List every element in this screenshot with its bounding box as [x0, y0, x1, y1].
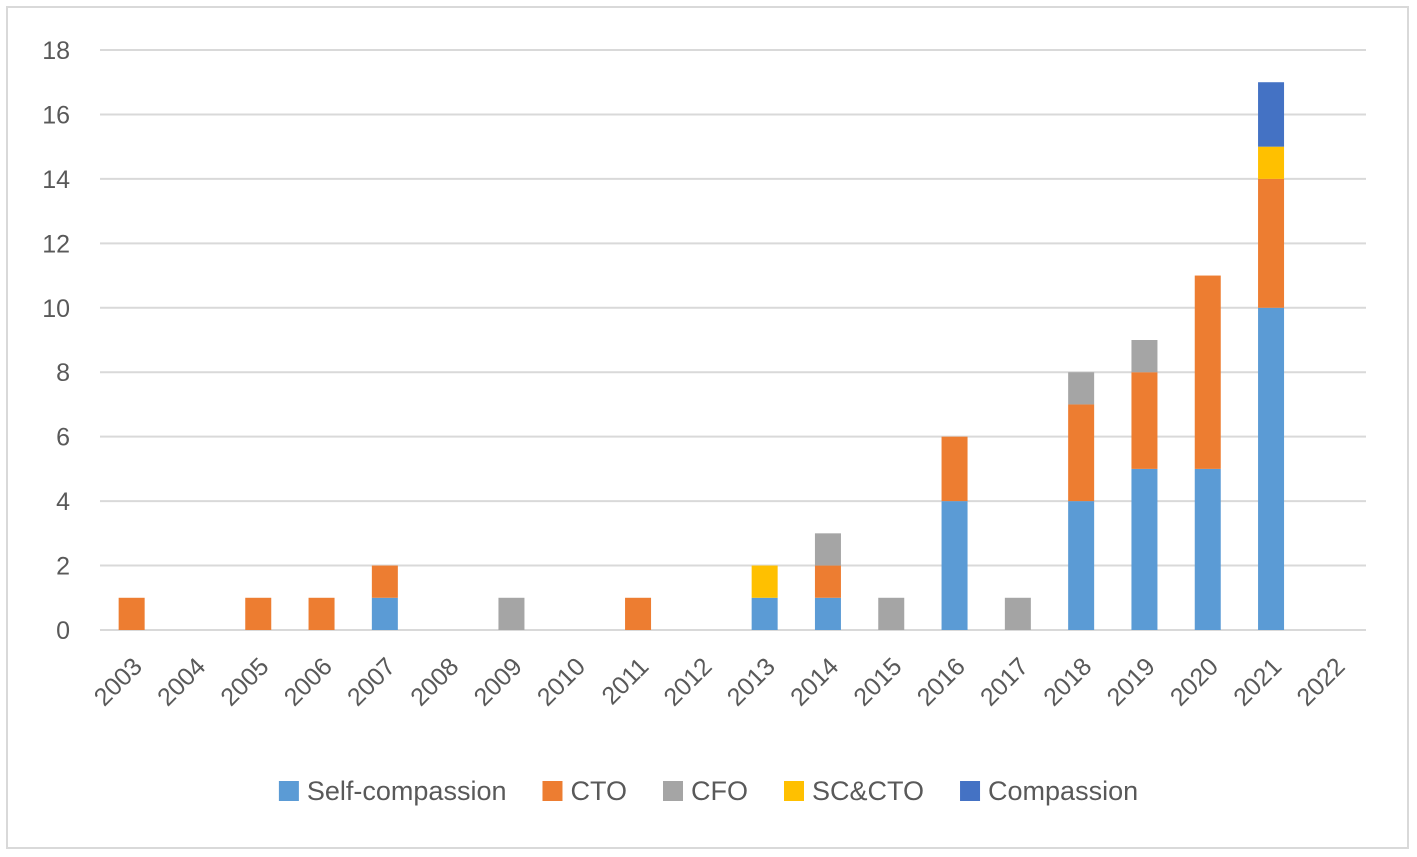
legend-item-cto: CTO [542, 776, 627, 806]
bar-segment-cto-2016 [941, 436, 968, 502]
bar-segment-self-compassion-2020 [1194, 468, 1221, 630]
x-tick-label: 2003 [89, 652, 148, 711]
legend-item-compassion: Compassion [960, 776, 1138, 806]
x-tick-label: 2022 [1291, 652, 1350, 711]
legend-item-cfo: CFO [663, 776, 748, 806]
bar-segment-self-compassion-2013 [751, 597, 778, 630]
bar-segment-self-compassion-2021 [1258, 307, 1285, 630]
x-tick-label: 2021 [1228, 652, 1287, 711]
x-tick-label: 2012 [658, 652, 717, 711]
bar-segment-cto-2011 [625, 597, 652, 630]
bar-segment-cto-2005 [245, 597, 272, 630]
legend-item-self-compassion: Self-compassion [278, 776, 507, 806]
x-tick-label: 2015 [848, 652, 907, 711]
x-axis-ticks: 2003 2004 2005 2006 2007 2008 2009 2010 2011 2012… [89, 652, 1351, 711]
y-tick-label: 8 [56, 359, 70, 387]
bar-segment-cfo-2017 [1004, 597, 1031, 630]
x-tick-label: 2006 [279, 652, 338, 711]
bar-segment-cto-2019 [1131, 372, 1158, 469]
gridlines [100, 49, 1366, 631]
legend-swatch [542, 781, 563, 801]
y-tick-label: 4 [56, 488, 70, 516]
legend-label: CFO [691, 776, 748, 806]
bar-segment-self-compassion-2016 [941, 501, 968, 630]
bar-segment-compassion-2021 [1258, 82, 1285, 147]
y-tick-label: 2 [56, 553, 70, 581]
x-tick-label: 2017 [975, 652, 1034, 711]
bar-segment-self-compassion-2018 [1068, 501, 1095, 630]
bar-segment-cto-2003 [118, 597, 145, 630]
bar-segment-cto-2014 [814, 565, 841, 598]
legend-label: Self-compassion [307, 776, 507, 806]
x-tick-label: 2004 [152, 652, 211, 711]
x-tick-label: 2011 [596, 652, 654, 710]
bar-segment-cfo-2009 [498, 597, 525, 630]
x-tick-label: 2014 [785, 652, 844, 711]
y-tick-label: 18 [42, 37, 70, 65]
y-axis-ticks: 0 2 4 6 8 10 12 14 16 18 [42, 37, 70, 645]
bar-segment-cfo-2014 [814, 533, 841, 566]
legend-swatch [960, 781, 981, 801]
x-tick-label: 2016 [912, 652, 971, 711]
x-tick-label: 2019 [1102, 652, 1161, 711]
legend-swatch [784, 781, 804, 801]
bar-segment-cto-2007 [371, 565, 398, 598]
chart-frame [6, 6, 1409, 849]
bar-segment-cto-2021 [1258, 178, 1285, 308]
bar-segment-cfo-2018 [1068, 372, 1095, 405]
legend-item-sc-cto: SC&CTO [784, 776, 924, 806]
y-tick-label: 16 [42, 101, 70, 129]
legend-swatch [663, 781, 683, 801]
x-tick-label: 2008 [405, 652, 464, 711]
legend-label: SC&CTO [812, 776, 924, 806]
legend-swatch [278, 781, 299, 801]
bar-segment-cto-2018 [1068, 404, 1095, 502]
bar-segment-self-compassion-2014 [814, 597, 841, 630]
legend: Self-compassion CTO CFO SC&CTO Compassion [278, 776, 1138, 806]
legend-label: Compassion [988, 776, 1138, 806]
bar-segment-cfo-2015 [878, 597, 905, 630]
x-tick-label: 2005 [215, 652, 274, 711]
y-tick-label: 6 [56, 424, 70, 452]
y-tick-label: 10 [42, 295, 70, 323]
bar-segment-cto-2020 [1194, 275, 1221, 469]
bar-segment-cto-2006 [308, 597, 335, 630]
x-tick-label: 2009 [469, 652, 528, 711]
legend-label: CTO [570, 776, 627, 806]
bar-segment-sc-cto-2013 [751, 565, 778, 598]
x-tick-label: 2018 [1038, 652, 1097, 711]
y-tick-label: 12 [42, 230, 70, 258]
x-tick-label: 2007 [342, 652, 401, 711]
bar-segment-self-compassion-2007 [371, 597, 398, 630]
y-tick-label: 0 [56, 617, 70, 645]
x-tick-label: 2013 [722, 652, 781, 711]
bars [118, 82, 1285, 630]
bar-segment-sc-cto-2021 [1258, 146, 1285, 179]
bar-segment-cfo-2019 [1131, 340, 1158, 373]
y-tick-label: 14 [42, 166, 70, 194]
x-tick-label: 2020 [1165, 652, 1224, 711]
bar-segment-self-compassion-2019 [1131, 468, 1158, 630]
x-tick-label: 2010 [532, 652, 591, 711]
